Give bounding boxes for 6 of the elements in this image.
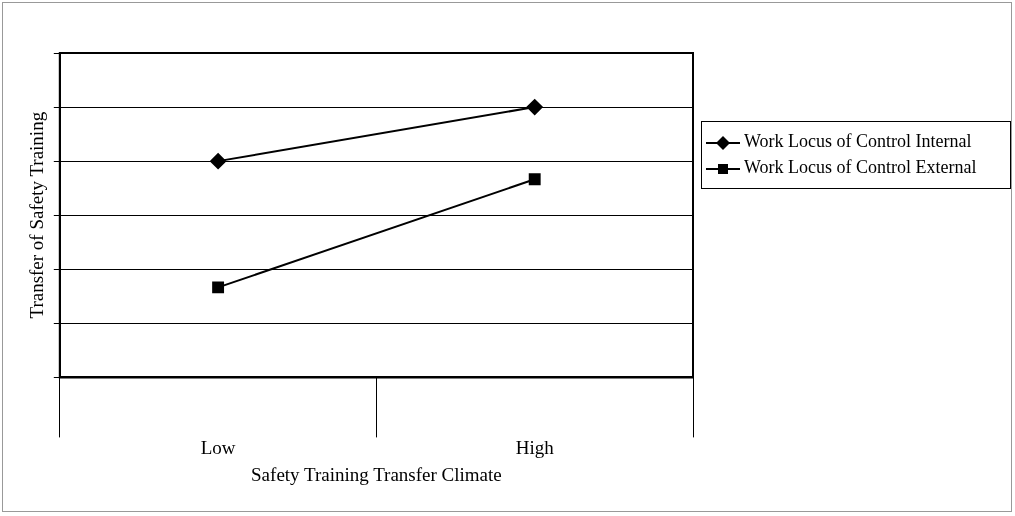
x-tick-label: Low bbox=[200, 436, 236, 458]
x-tick-label: High bbox=[515, 436, 555, 458]
legend-label: Work Locus of Control Internal bbox=[744, 130, 972, 153]
y-axis-title: Transfer of Safety Training bbox=[26, 111, 48, 319]
x-axis-title: Safety Training Transfer Climate bbox=[251, 463, 502, 485]
legend-label: Work Locus of Control External bbox=[744, 156, 977, 179]
